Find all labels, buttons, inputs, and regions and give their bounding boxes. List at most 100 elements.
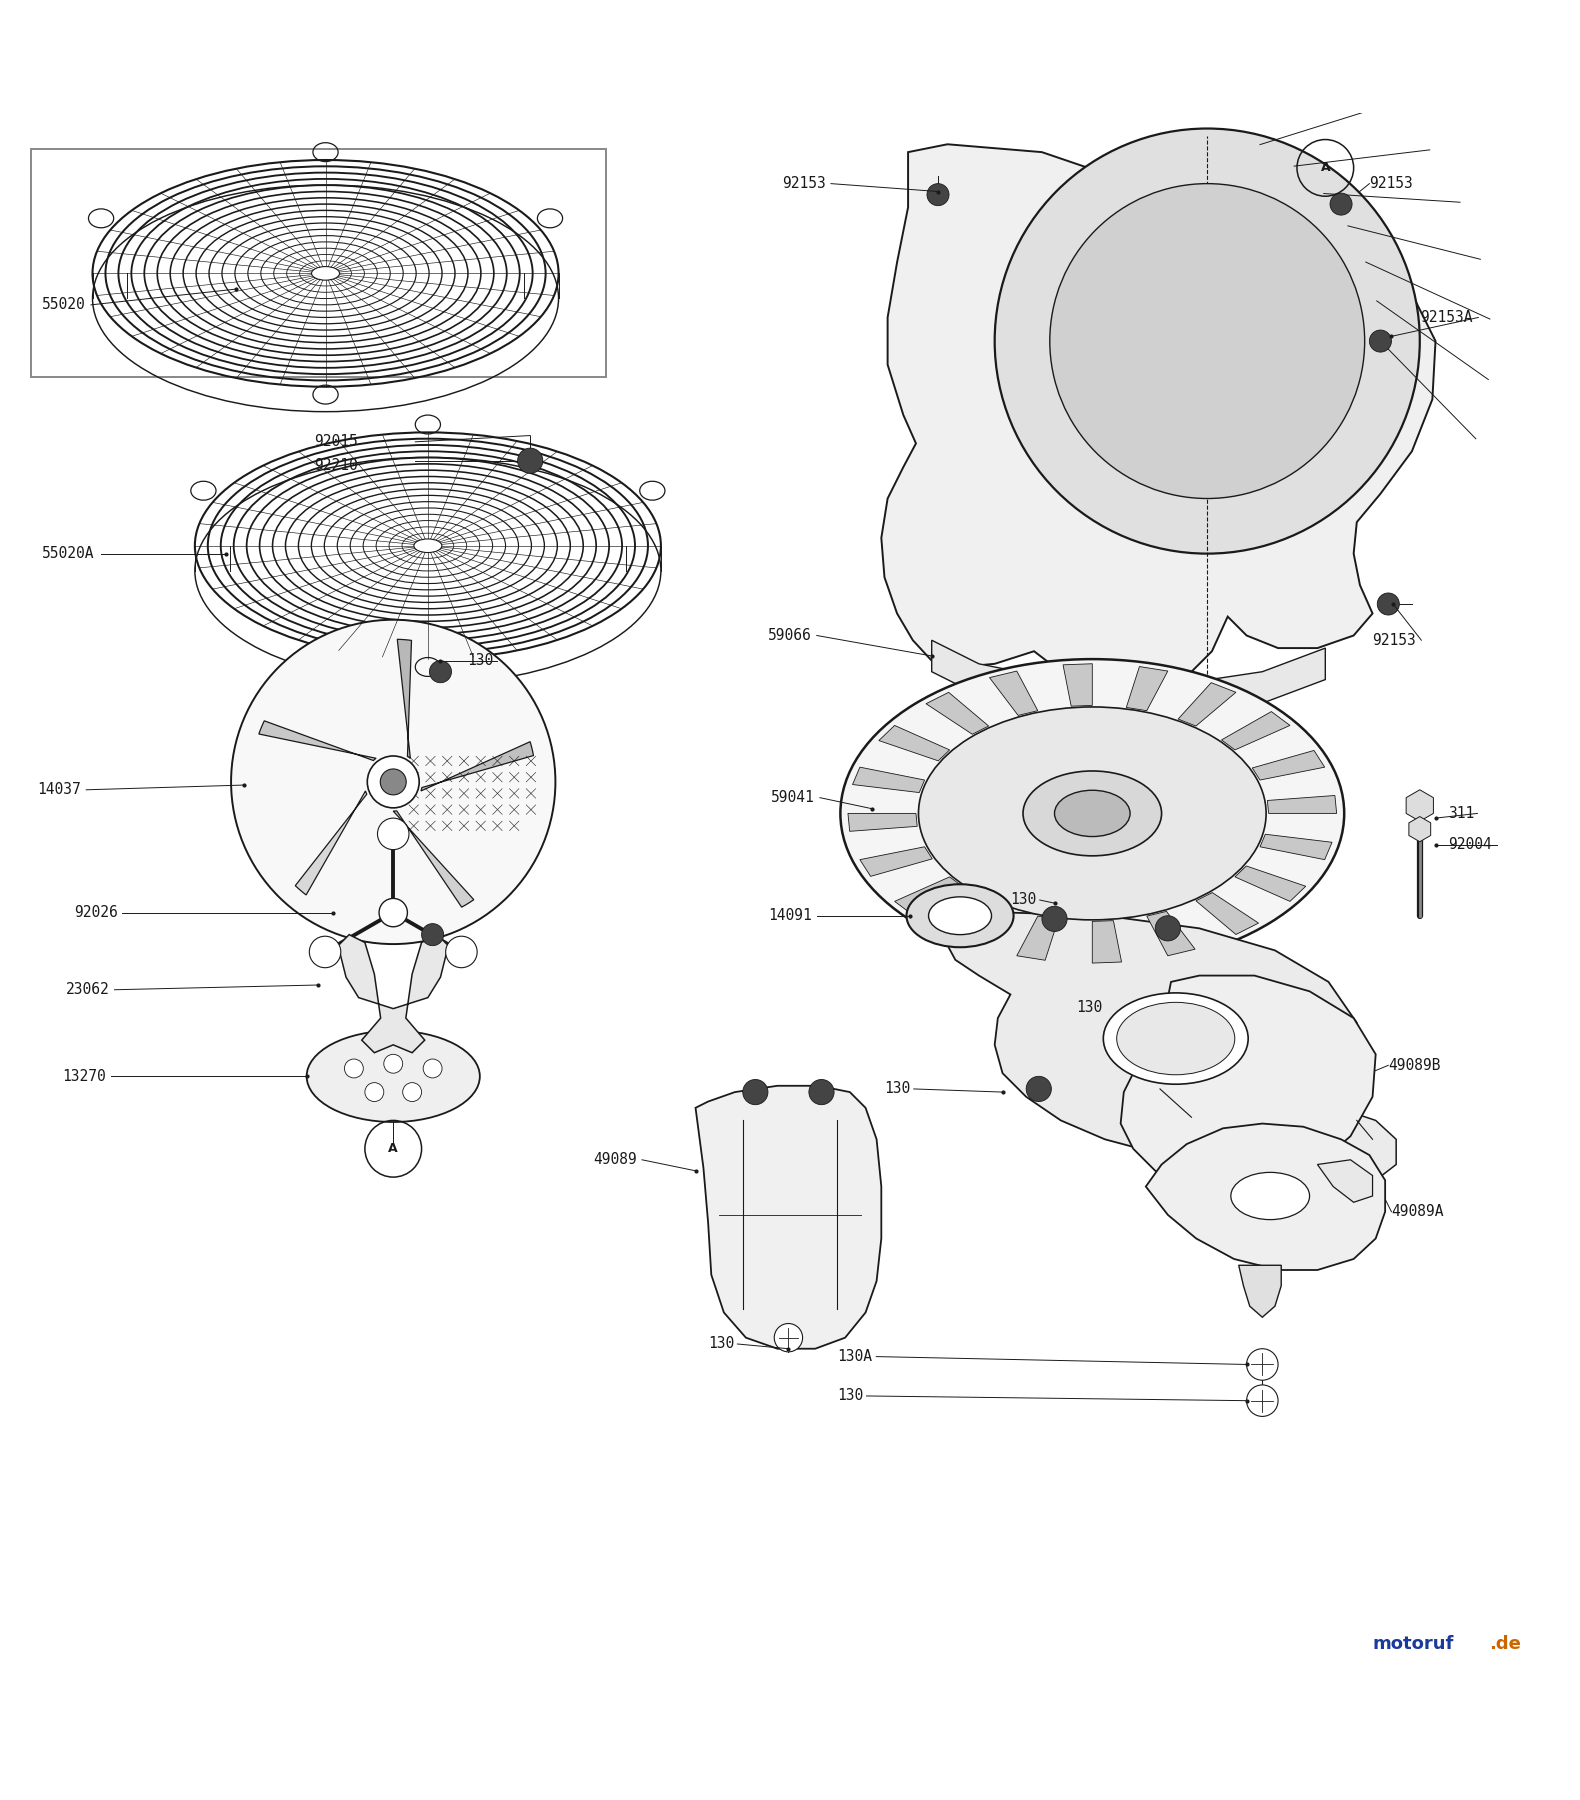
Polygon shape: [1179, 682, 1236, 725]
Ellipse shape: [1117, 1003, 1236, 1075]
Text: 14037: 14037: [38, 783, 81, 797]
Text: 92210: 92210: [314, 457, 359, 473]
Polygon shape: [1236, 866, 1305, 902]
Ellipse shape: [1054, 790, 1130, 837]
Circle shape: [1370, 329, 1392, 353]
Text: 130: 130: [1076, 999, 1103, 1015]
Polygon shape: [1120, 976, 1376, 1190]
Text: 13270: 13270: [63, 1069, 106, 1084]
Ellipse shape: [907, 884, 1014, 947]
Polygon shape: [695, 1085, 882, 1348]
Text: 92026: 92026: [74, 905, 117, 920]
Polygon shape: [1253, 751, 1324, 779]
Text: 92153: 92153: [1373, 634, 1416, 648]
Text: 59041: 59041: [771, 790, 815, 805]
Polygon shape: [1146, 1123, 1386, 1271]
Text: 59066: 59066: [768, 628, 812, 643]
Circle shape: [446, 936, 477, 968]
Polygon shape: [1092, 920, 1122, 963]
Circle shape: [774, 1323, 803, 1352]
Circle shape: [1041, 905, 1066, 931]
Polygon shape: [393, 810, 474, 907]
Polygon shape: [894, 877, 964, 914]
Text: A: A: [1321, 162, 1330, 175]
Text: 130A: 130A: [837, 1348, 872, 1364]
Ellipse shape: [1103, 994, 1248, 1084]
Polygon shape: [1318, 1159, 1373, 1202]
Ellipse shape: [841, 659, 1345, 968]
Text: 92153: 92153: [1370, 176, 1413, 191]
Circle shape: [367, 756, 419, 808]
Circle shape: [1378, 592, 1400, 616]
Text: 311: 311: [1449, 806, 1474, 821]
Text: 49089B: 49089B: [1389, 1058, 1441, 1073]
Circle shape: [1155, 916, 1180, 941]
Circle shape: [365, 1082, 384, 1102]
Ellipse shape: [1231, 1172, 1310, 1220]
Polygon shape: [926, 693, 989, 734]
Circle shape: [378, 819, 409, 850]
Ellipse shape: [311, 266, 340, 281]
Circle shape: [344, 1058, 363, 1078]
Polygon shape: [948, 900, 1006, 945]
Text: 130: 130: [885, 1082, 910, 1096]
Text: 92004: 92004: [1449, 837, 1492, 853]
Text: 55020A: 55020A: [43, 545, 95, 562]
Circle shape: [927, 184, 950, 205]
Text: 92153A: 92153A: [1420, 310, 1473, 326]
Polygon shape: [1259, 833, 1332, 860]
Bar: [32, 149, 605, 378]
Text: 130: 130: [837, 1388, 864, 1404]
Text: 49089A: 49089A: [1392, 1204, 1444, 1219]
Polygon shape: [932, 641, 1326, 715]
Polygon shape: [945, 913, 1357, 1156]
Text: 14091: 14091: [768, 909, 812, 923]
Circle shape: [423, 1058, 442, 1078]
Polygon shape: [1322, 1107, 1397, 1183]
Polygon shape: [1196, 893, 1259, 934]
Circle shape: [518, 448, 544, 473]
Polygon shape: [338, 934, 449, 1053]
Circle shape: [1247, 1384, 1278, 1417]
Polygon shape: [1239, 1265, 1281, 1318]
Ellipse shape: [929, 896, 992, 934]
Ellipse shape: [414, 538, 442, 553]
Polygon shape: [1406, 790, 1433, 821]
Polygon shape: [259, 720, 376, 761]
Text: 130: 130: [1011, 893, 1036, 907]
Polygon shape: [1147, 911, 1194, 956]
Polygon shape: [1267, 796, 1337, 814]
Circle shape: [743, 1080, 768, 1105]
Circle shape: [422, 923, 444, 945]
Polygon shape: [860, 846, 932, 877]
Circle shape: [1247, 1348, 1278, 1381]
Polygon shape: [882, 144, 1436, 682]
Text: 92153: 92153: [782, 176, 826, 191]
Polygon shape: [848, 814, 918, 832]
Polygon shape: [878, 725, 950, 761]
Text: 23062: 23062: [66, 983, 109, 997]
Ellipse shape: [1022, 770, 1161, 855]
Circle shape: [1330, 193, 1352, 216]
Polygon shape: [397, 639, 411, 758]
Polygon shape: [1409, 817, 1430, 842]
Polygon shape: [1221, 711, 1289, 751]
Ellipse shape: [307, 1031, 480, 1121]
Polygon shape: [1018, 916, 1059, 959]
Circle shape: [403, 1082, 422, 1102]
Circle shape: [381, 769, 406, 796]
Circle shape: [430, 661, 452, 682]
Text: 130: 130: [468, 653, 493, 668]
Text: 130: 130: [708, 1336, 735, 1352]
Circle shape: [995, 128, 1420, 554]
Ellipse shape: [918, 707, 1266, 920]
Circle shape: [1049, 184, 1365, 499]
Polygon shape: [1127, 666, 1168, 711]
Circle shape: [231, 619, 556, 943]
Polygon shape: [420, 742, 534, 790]
Circle shape: [809, 1080, 834, 1105]
Circle shape: [1025, 1076, 1051, 1102]
Text: 49089: 49089: [592, 1152, 637, 1166]
Circle shape: [379, 898, 408, 927]
Text: 55020: 55020: [43, 297, 85, 313]
